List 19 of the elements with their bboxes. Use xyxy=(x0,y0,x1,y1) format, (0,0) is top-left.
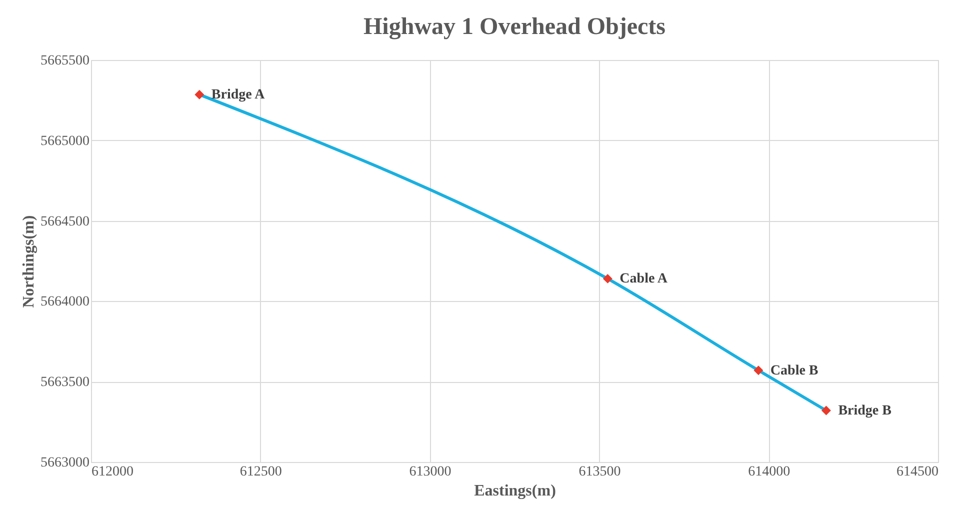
annotation: Cable B xyxy=(770,363,818,378)
x-tick-label: 612000 xyxy=(92,464,134,480)
chart-title: Highway 1 Overhead Objects xyxy=(364,14,666,40)
annotation: Cable A xyxy=(620,272,668,287)
y-tick-label: 5664000 xyxy=(40,294,90,310)
y-tick-label: 5663500 xyxy=(40,375,90,390)
x-tick-label: 614000 xyxy=(748,464,790,480)
x-tick-label: 613500 xyxy=(578,464,621,480)
annotation: Bridge A xyxy=(211,88,266,103)
y-tick-label: 5664500 xyxy=(40,214,90,230)
y-axis-title: Northings(m) xyxy=(20,215,38,308)
y-tick-label: 5665000 xyxy=(40,134,90,149)
annotation: Bridge B xyxy=(838,404,892,419)
y-tick-label: 5663000 xyxy=(40,456,90,470)
x-axis-title: Eastings(m) xyxy=(474,482,556,500)
x-tick-label: 612500 xyxy=(240,464,282,480)
x-tick-label: 613000 xyxy=(409,464,452,480)
y-tick-label: 5665500 xyxy=(40,54,90,68)
x-tick-label: 614500 xyxy=(896,464,938,480)
